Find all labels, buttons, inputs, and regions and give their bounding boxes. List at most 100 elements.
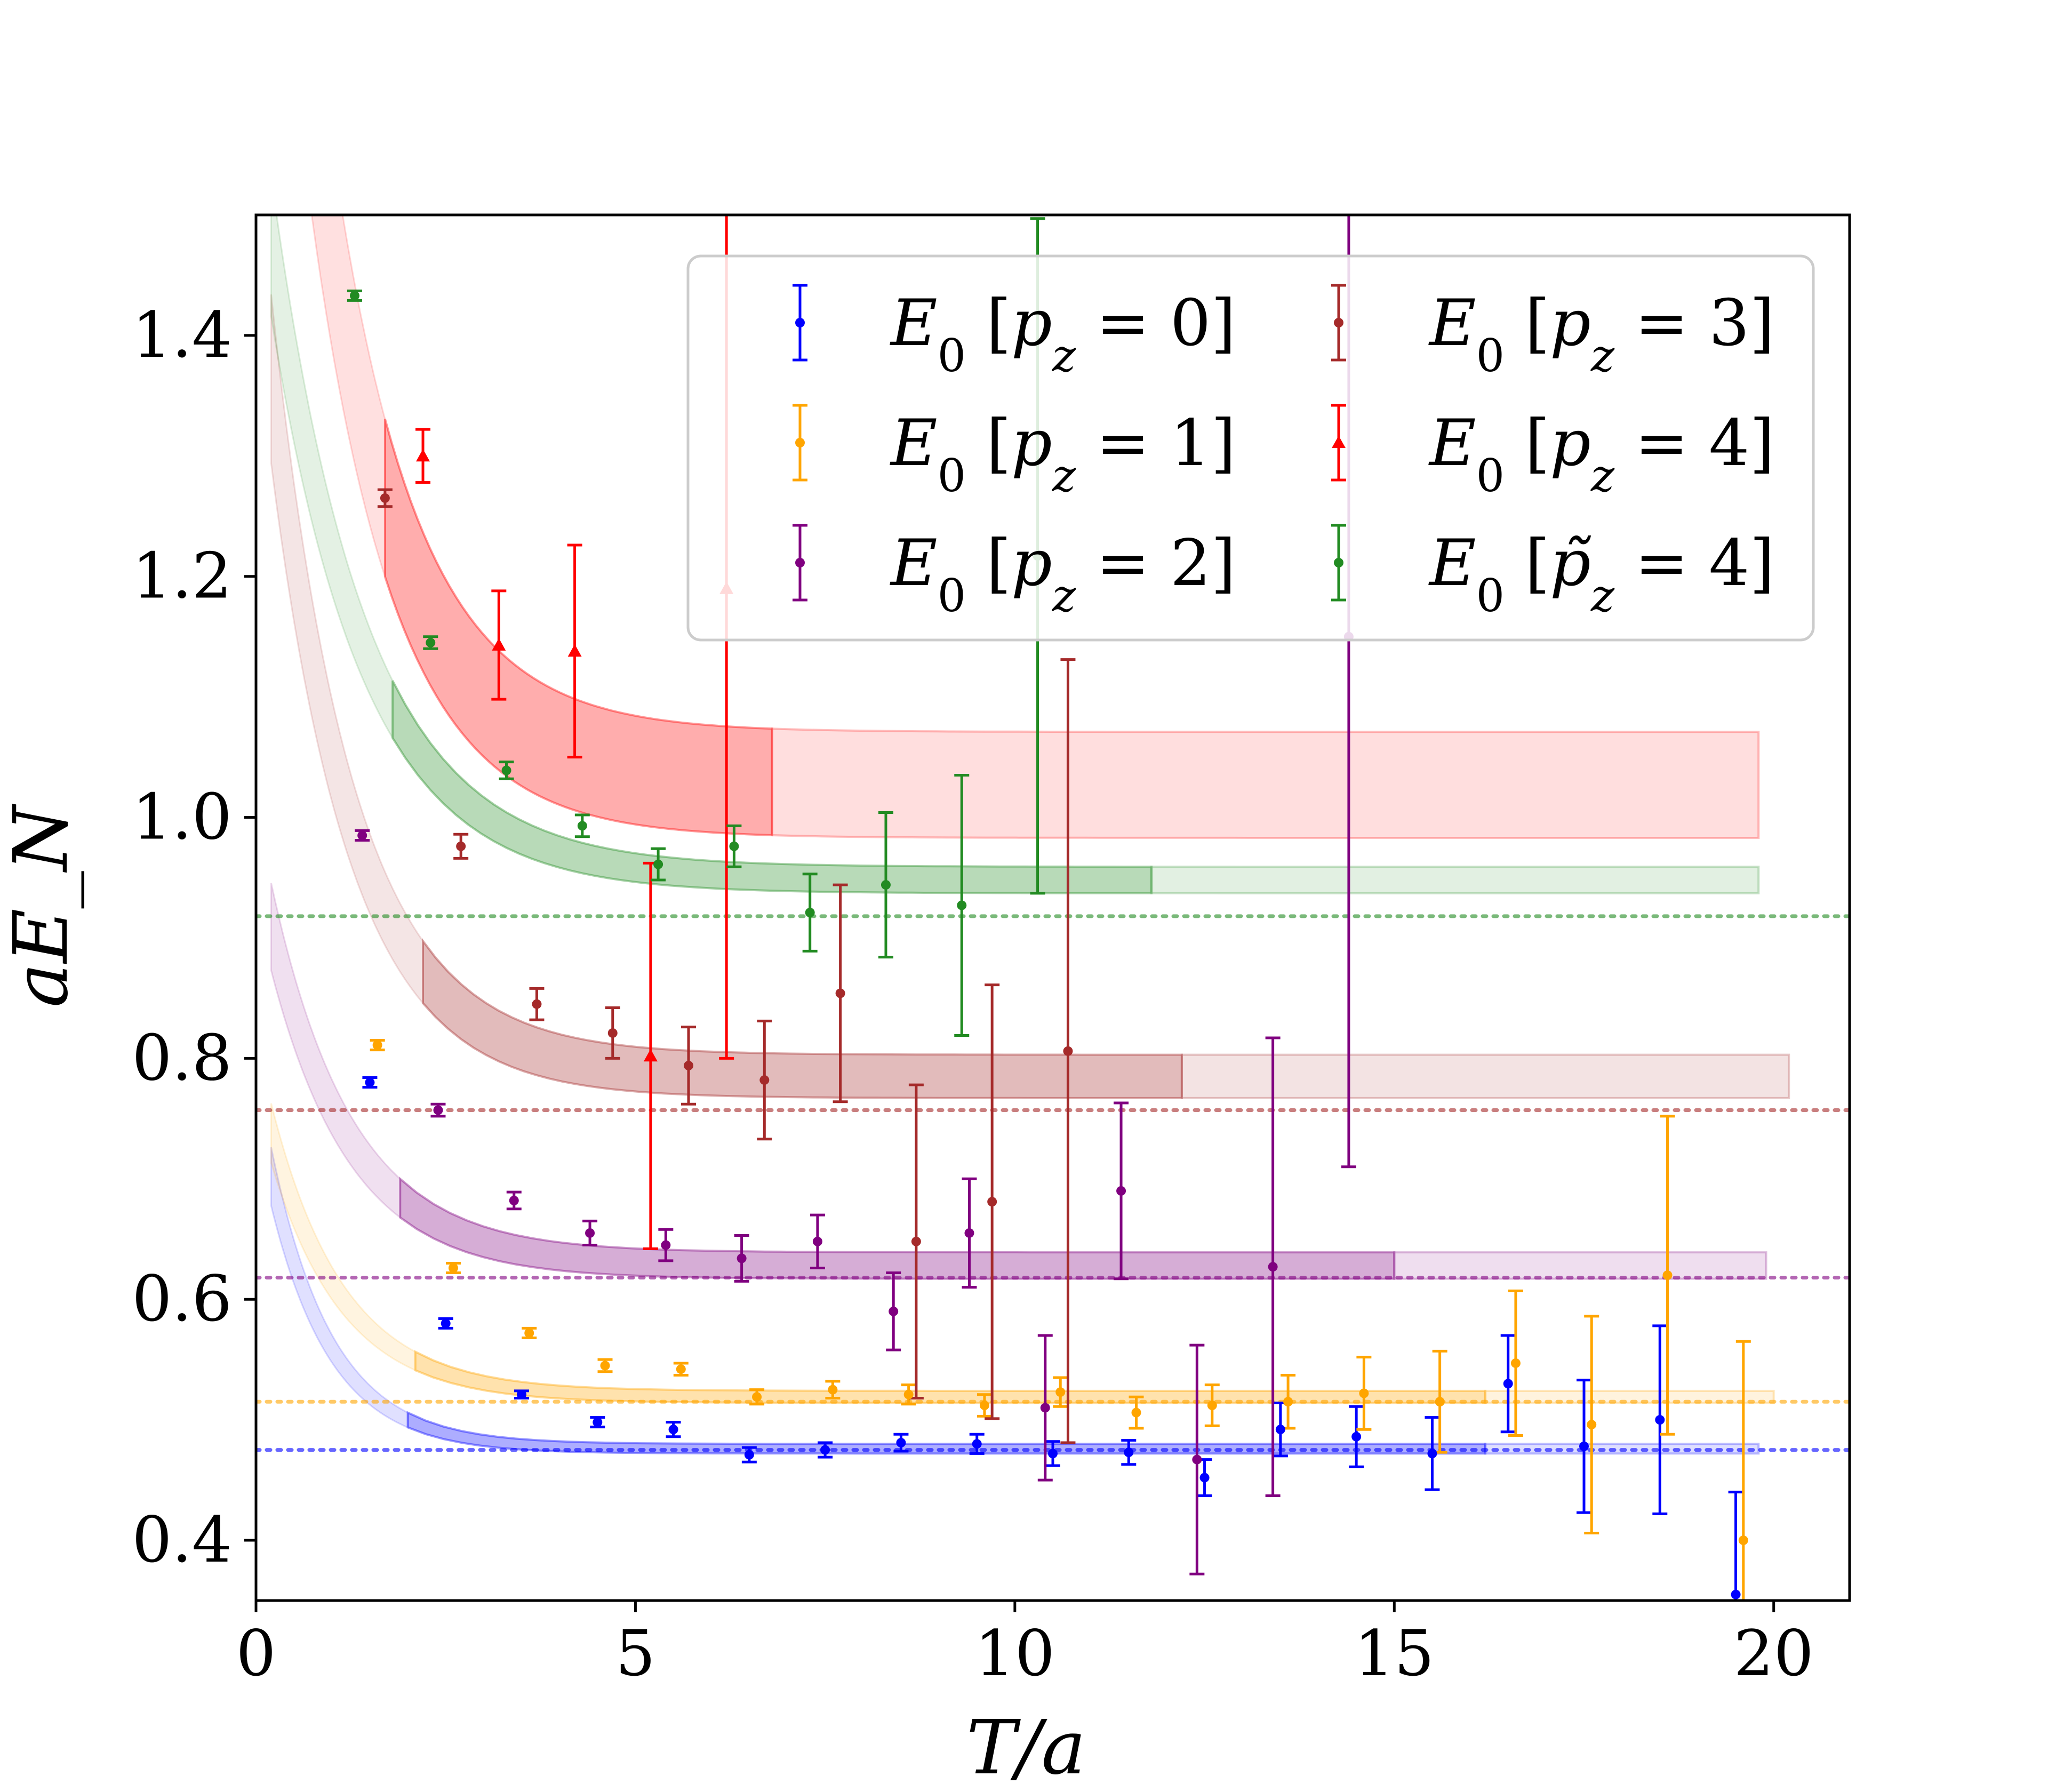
legend-bracket: ] (1749, 406, 1774, 481)
point-pz0-8 (972, 1439, 982, 1449)
y-tick-label-5: 1.4 (132, 298, 232, 372)
legend-msub-pz3: z (1590, 330, 1615, 382)
legend-msub-pz0: z (1052, 330, 1076, 382)
legend-entry-pz0: E0 [pz = 0] (793, 284, 1236, 382)
x-tick-label-0: 0 (236, 1617, 276, 1690)
point-pz0-15 (1503, 1379, 1513, 1389)
point-pz4tilde-3 (577, 821, 587, 831)
point-pz1-11 (1207, 1401, 1217, 1411)
point-pz0-4 (668, 1425, 678, 1435)
legend-label-pz2: E0 [pz = 2] (890, 526, 1236, 622)
legend-base-pz4: E (1428, 406, 1476, 481)
point-pz3-5 (759, 1075, 770, 1085)
point-pz0-6 (820, 1445, 830, 1455)
legend-sub-pz0: 0 (938, 330, 966, 382)
point-pz1-18 (1738, 1535, 1748, 1546)
point-pz4tilde-7 (881, 880, 891, 890)
point-pz1-9 (1055, 1387, 1066, 1397)
point-pz4tilde-0 (349, 291, 359, 301)
legend-value-pz2: = 2 (1076, 526, 1211, 601)
legend-base-pz2: E (890, 526, 938, 601)
fit-bands (270, 215, 1790, 1455)
point-pz1-10 (1131, 1407, 1141, 1418)
fit-band-extrapolated-pz1 (270, 1103, 417, 1372)
point-pz1-5 (752, 1392, 762, 1402)
legend-msub-pz4: z (1590, 450, 1615, 502)
point-pz2-12 (1268, 1262, 1278, 1272)
point-pz4tilde-5 (729, 841, 739, 851)
legend-momentum-pz4tilde: p̃ (1550, 526, 1591, 601)
legend-sub-pz1: 0 (938, 450, 966, 502)
legend-base-pz3: E (1428, 286, 1476, 361)
point-pz3-2 (532, 999, 542, 1009)
point-pz3-4 (684, 1060, 694, 1070)
legend-marker-pz4tilde (1334, 558, 1343, 567)
y-tick-label-3: 1.0 (132, 780, 232, 854)
fit-band-extrapolated-pz0 (270, 1147, 409, 1429)
legend-bracket: [ (1505, 406, 1550, 481)
legend-value-pz1: = 1 (1076, 406, 1211, 481)
axes: 0 5 10 15 20 0.4 0.6 0.8 1.0 1.2 1.4 T/a aE_N (0, 298, 1814, 1791)
legend-entry-pz3: E0 [pz = 3] (1331, 284, 1774, 382)
legend-marker-pz1 (795, 438, 805, 447)
legend-sub-pz2: 0 (938, 570, 966, 622)
point-pz3-7 (911, 1236, 921, 1246)
legend-bracket: [ (1505, 526, 1550, 601)
legend-bracket: ] (1749, 526, 1774, 601)
point-pz1-8 (979, 1401, 989, 1411)
point-pz2-7 (889, 1306, 899, 1316)
legend-value-pz3: = 3 (1614, 286, 1749, 361)
point-pz0-3 (593, 1417, 603, 1427)
legend-entry-pz4tilde: E0 [p̃z = 4] (1331, 524, 1774, 622)
legend-label-pz4: E0 [pz = 4] (1428, 406, 1774, 502)
x-tick-label-2: 10 (975, 1617, 1055, 1690)
point-pz4tilde-8 (957, 900, 967, 910)
legend-msub-pz1: z (1052, 450, 1076, 502)
fit-band-extrapolated-pz2 (270, 883, 401, 1219)
legend-value-pz4tilde: = 4 (1614, 526, 1749, 601)
fit-band-plateau-pz4tilde (1150, 866, 1760, 894)
legend-bracket: [ (1505, 286, 1550, 361)
legend-marker-pz0 (795, 318, 805, 327)
point-pz1-4 (676, 1364, 686, 1374)
legend-value-pz4: = 4 (1614, 406, 1749, 481)
y-tick-label-4: 1.2 (132, 539, 232, 613)
legend-base-pz4tilde: E (1428, 526, 1476, 601)
point-pz2-1 (433, 1105, 443, 1115)
point-pz1-6 (828, 1385, 838, 1395)
legend-label-pz0: E0 [pz = 0] (890, 286, 1236, 382)
y-tick-label-1: 0.6 (132, 1262, 232, 1335)
point-pz2-3 (585, 1228, 595, 1238)
fit-band-plateau-pz4 (771, 727, 1760, 839)
legend-marker-pz3 (1334, 318, 1343, 327)
legend-bracket: ] (1211, 526, 1236, 601)
legend-bracket: ] (1211, 286, 1236, 361)
point-pz2-6 (812, 1236, 822, 1246)
legend-sub-pz3: 0 (1476, 330, 1505, 382)
point-pz1-14 (1435, 1397, 1445, 1407)
point-pz0-0 (365, 1077, 375, 1087)
point-pz3-9 (1063, 1046, 1073, 1056)
fit-band-extrapolated-pz3 (270, 294, 424, 1006)
fit-band-plateau-pz3 (1180, 1053, 1790, 1099)
point-pz0-13 (1351, 1431, 1362, 1442)
point-pz1-7 (903, 1389, 914, 1399)
point-pz2-5 (737, 1253, 747, 1263)
point-pz3-6 (835, 988, 845, 998)
point-pz0-7 (896, 1438, 906, 1448)
legend-momentum-pz1: p (1011, 406, 1052, 481)
x-tick-label-3: 15 (1354, 1617, 1434, 1690)
legend-momentum-pz0: p (1011, 286, 1052, 361)
point-pz3-8 (987, 1197, 997, 1207)
point-pz2-2 (509, 1195, 519, 1205)
fit-band-pz2 (399, 1177, 1396, 1280)
legend-box (686, 254, 1815, 642)
legend-sub-pz4: 0 (1476, 450, 1505, 502)
legend-entry-pz2: E0 [pz = 2] (793, 524, 1236, 622)
point-pz1-3 (600, 1361, 610, 1371)
point-pz4-0 (416, 449, 430, 462)
legend-entry-pz1: E0 [pz = 1] (793, 404, 1236, 502)
point-pz1-17 (1662, 1270, 1673, 1281)
point-pz4tilde-2 (501, 765, 511, 775)
point-pz2-9 (1040, 1403, 1050, 1413)
